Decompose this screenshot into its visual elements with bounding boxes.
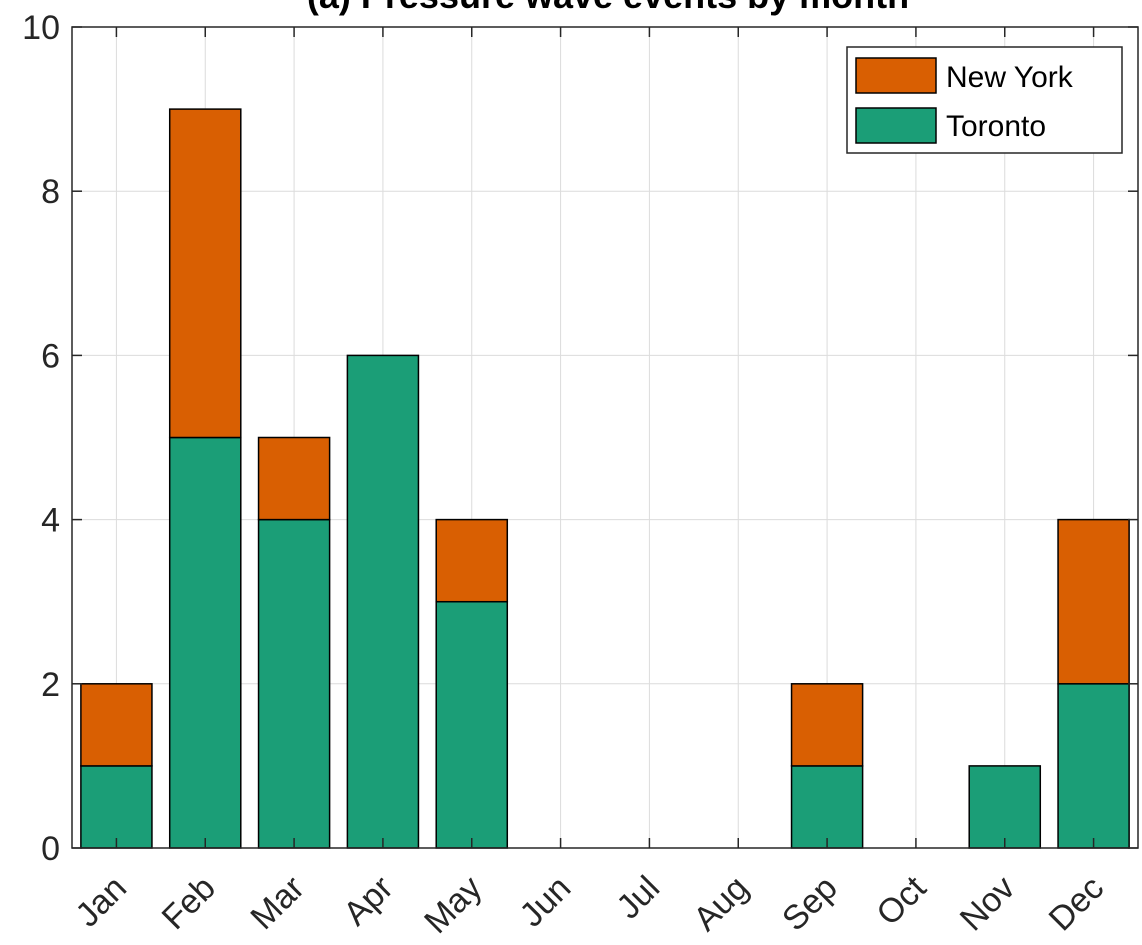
- legend-label-toronto: Toronto: [946, 110, 1046, 143]
- bar-new-york-mar: [257, 436, 331, 521]
- bar-toronto-may: [435, 600, 509, 849]
- x-tick-label: May: [417, 869, 489, 941]
- bar-toronto-apr: [346, 354, 420, 849]
- x-tick-label: Jul: [609, 869, 667, 927]
- x-tick-label: Mar: [243, 869, 311, 937]
- legend-swatch-toronto: [855, 107, 937, 144]
- x-tick-label: Jan: [68, 869, 134, 935]
- bar-new-york-dec: [1057, 518, 1130, 685]
- x-tick-label: Apr: [336, 869, 400, 933]
- x-tick-labels: Jan Feb Mar Apr May Jun Jul Aug Sep Oct Nov Dec: [68, 868, 1111, 941]
- x-tick-label: Sep: [775, 869, 845, 939]
- x-tick-label: Oct: [869, 868, 934, 933]
- bar-toronto-jan: [80, 765, 153, 849]
- y-tick-label: 2: [41, 666, 60, 704]
- x-tick-label: Nov: [953, 869, 1023, 939]
- bar-toronto-nov: [968, 765, 1042, 849]
- chart-title: (a) Pressure wave events by month: [307, 0, 909, 16]
- x-tick-label: Feb: [155, 869, 223, 937]
- legend: New York Toronto: [846, 46, 1123, 154]
- x-tick-label: Dec: [1042, 869, 1112, 939]
- y-tick-label: 4: [41, 502, 60, 540]
- axes-box: [71, 26, 1139, 849]
- y-tick-label: 0: [41, 830, 60, 868]
- y-tick-label: 6: [41, 337, 60, 375]
- bar-new-york-jan: [80, 683, 153, 767]
- x-tick-label: Jun: [513, 869, 579, 935]
- bar-toronto-feb: [168, 436, 242, 849]
- legend-swatch-new-york: [855, 57, 937, 94]
- x-tick-label: Aug: [686, 869, 756, 939]
- legend-label-new-york: New York: [946, 61, 1074, 94]
- bar-toronto-sep: [790, 765, 864, 849]
- y-tick-label: 10: [22, 9, 60, 47]
- y-tick-labels: 0 2 4 6 8 10: [22, 9, 60, 868]
- tick-marks: [72, 26, 1138, 849]
- bar-new-york-may: [435, 518, 509, 603]
- bar-toronto-mar: [257, 518, 331, 849]
- bar-toronto-dec: [1057, 683, 1130, 849]
- y-tick-label: 8: [41, 173, 60, 211]
- bar-new-york-sep: [790, 683, 864, 767]
- bar-new-york-feb: [168, 108, 242, 439]
- bars: [80, 108, 1130, 849]
